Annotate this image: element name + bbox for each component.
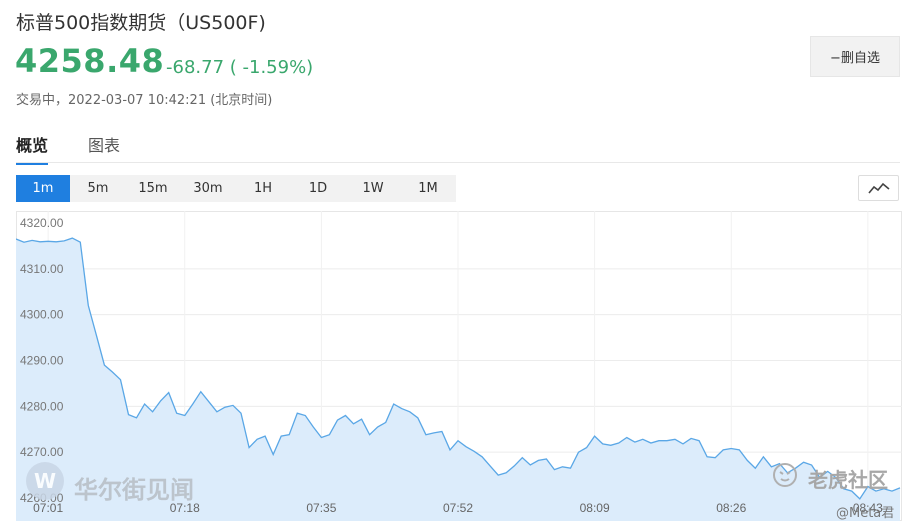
instrument-title: 标普500指数期货（US500F) [16,12,266,34]
timezone: (北京时间) [210,93,273,108]
chart-type-button[interactable] [858,175,899,201]
price-area [16,238,900,521]
last-price: 4258.48 [15,42,165,80]
period-1mo[interactable]: 1M [418,181,438,196]
line-chart-icon [867,182,890,194]
period-selector: 1m 5m 15m 30m 1H 1D 1W 1M [16,175,456,202]
x-tick-label: 07:01 [33,501,63,515]
x-tick-label: 08:43 [853,501,883,515]
price-chart[interactable]: 4320.00 4310.00 4300.00 4290.00 4280.00 4270.… [15,211,902,521]
brand-watermark-left: 华尔街见闻 [74,475,194,504]
x-tick-label: 07:18 [170,501,200,515]
remove-watchlist-button[interactable]: −删自选 [810,36,900,77]
brand-logo-watermark: W [26,462,64,500]
y-tick-label: 4310.00 [20,262,64,276]
tab-overview[interactable]: 概览 [16,132,49,165]
price-line [15,237,901,500]
period-1m[interactable]: 1m [16,175,70,202]
y-tick-label: 4280.00 [20,399,64,413]
y-tick-label: 4320.00 [20,216,64,230]
author-watermark: @Meta君 [836,506,895,521]
tab-chart[interactable]: 图表 [88,136,121,155]
x-tick-label: 08:26 [716,501,746,515]
period-1w[interactable]: 1W [362,181,384,196]
y-tick-label: 4290.00 [20,354,64,368]
trading-status: 交易中， [16,93,69,108]
y-tick-label: 4270.00 [20,445,64,459]
timestamp: 2022-03-07 10:42:21 [68,93,207,108]
period-30m[interactable]: 30m [193,181,223,196]
trading-status-line: 交易中，2022-03-07 10:42:21 (北京时间) [16,89,272,108]
brand-watermark-right: 老虎社区 [808,468,888,492]
x-tick-label: 08:09 [580,501,610,515]
tiger-icon [773,463,797,487]
y-tick-label: 4300.00 [20,308,64,322]
price-change: -68.77 ( -1.59%) [166,57,314,78]
period-1h[interactable]: 1H [253,181,273,196]
x-tick-label: 07:52 [443,501,473,515]
period-15m[interactable]: 15m [138,181,168,196]
price-chart-svg: 4320.00 4310.00 4300.00 4290.00 4280.00 4270.… [15,211,902,521]
period-1d[interactable]: 1D [308,181,328,196]
x-tick-label: 07:35 [306,501,336,515]
brand-logo-letter: W [33,469,57,493]
period-5m[interactable]: 5m [87,181,109,196]
view-tabs: 概览 图表 [16,130,900,165]
